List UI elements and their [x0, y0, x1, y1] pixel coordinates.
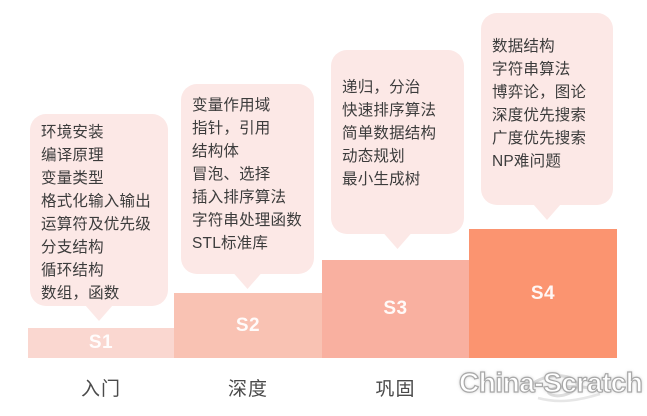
topic-line: 编译原理	[41, 147, 104, 164]
step-s3: S3	[322, 260, 469, 358]
step-s3-label: S3	[383, 298, 408, 319]
topic-line: 深度优先搜索	[492, 107, 587, 124]
topic-line: 分支结构	[41, 239, 104, 256]
step-s1-label: S1	[88, 332, 114, 353]
topic-line: 结构体	[192, 143, 240, 160]
topic-line: 数据结构	[492, 38, 555, 55]
topic-line: 博弈论，图论	[492, 84, 587, 101]
stage-2-topic-list: 变量作用域指针，引用结构体冒泡、选择插入排序算法 字符串处理函数 STL标准库	[192, 94, 310, 255]
topic-line: 冒泡、选择	[192, 166, 271, 183]
stage-4-topic-list: 数据结构字符串算法博弈论，图论 深度优先搜索 广度优先搜索 NP难问题	[492, 35, 609, 173]
step-s2: S2	[174, 293, 322, 358]
topic-line: 字符串处理函数	[192, 212, 302, 229]
step-s4-label: S4	[530, 282, 556, 304]
step-s2-label: S2	[235, 314, 261, 336]
topic-line: 递归，分治	[342, 79, 421, 96]
topic-line: 插入排序算法	[192, 189, 287, 206]
topic-line: 环境安装	[41, 124, 104, 141]
topic-line: 运算符及优先级	[41, 216, 151, 233]
stage-1-topic-list: 环境安装编译原理变量类型格式化输入输出 运算符及优先级 分支结构循环结构数组，函数	[41, 121, 164, 305]
stage-1-topic-bubble: 环境安装编译原理变量类型格式化输入输出 运算符及优先级 分支结构循环结构数组，函数	[30, 114, 168, 306]
step-s4: S4	[469, 229, 617, 358]
topic-line: 简单数据结构	[342, 125, 437, 142]
topic-line: 数组，函数	[41, 285, 120, 302]
stage-3-topic-list: 递归，分治快速排序算法 简单数据结构 动态规划最小生成树	[342, 76, 460, 191]
topic-line: STL标准库	[192, 235, 269, 252]
watermark-scribble	[526, 374, 601, 403]
topic-line: 循环结构	[41, 262, 104, 279]
stage-3-topic-bubble: 递归，分治快速排序算法 简单数据结构 动态规划最小生成树	[331, 50, 464, 234]
topic-line: 字符串算法	[492, 61, 571, 78]
stage-1-name: 入门	[80, 378, 121, 400]
topic-line: 广度优先搜索	[492, 130, 587, 147]
topic-line: 变量类型	[41, 170, 104, 187]
topic-line: 最小生成树	[342, 171, 421, 188]
stage-2-topic-bubble: 变量作用域指针，引用结构体冒泡、选择插入排序算法 字符串处理函数 STL标准库	[181, 84, 314, 274]
stage-2-name: 深度	[227, 378, 268, 400]
topic-line: 动态规划	[342, 148, 405, 165]
topic-line: 格式化输入输出	[41, 193, 151, 210]
watermark-text: China-Scratch	[458, 366, 643, 398]
topic-line: 变量作用域	[192, 97, 271, 114]
topic-line: 指针，引用	[192, 120, 271, 137]
topic-line: NP难问题	[492, 153, 562, 170]
stage-4-topic-bubble: 数据结构字符串算法博弈论，图论 深度优先搜索 广度优先搜索 NP难问题	[481, 13, 613, 205]
step-s1: S1	[28, 328, 174, 358]
stage-3-name: 巩固	[375, 378, 416, 400]
topic-line: 快速排序算法	[342, 102, 437, 119]
